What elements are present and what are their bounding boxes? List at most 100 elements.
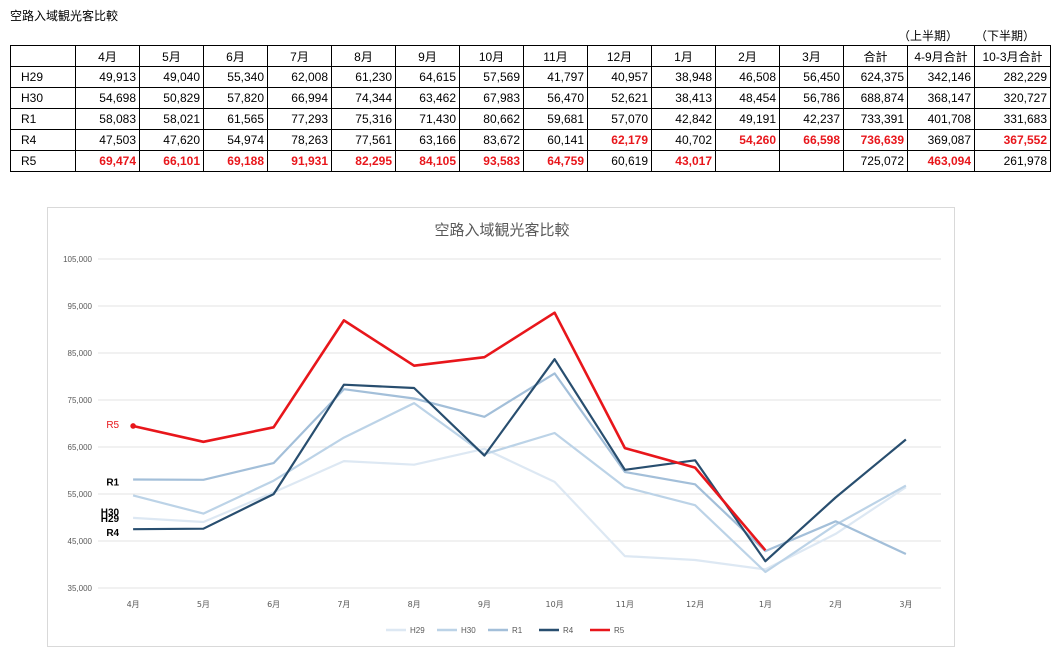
table-cell: 56,786 — [779, 87, 844, 109]
table-cell: 401,708 — [907, 108, 975, 130]
table-cell: 83,672 — [459, 129, 524, 151]
y-tick-label: 75,000 — [68, 396, 93, 405]
table-column-header: 3月 — [779, 45, 844, 67]
table-cell: 62,179 — [587, 129, 652, 151]
x-tick-label: 3月 — [899, 600, 912, 609]
y-tick-label: 65,000 — [68, 443, 93, 452]
table-cell: 52,621 — [587, 87, 652, 109]
table-cell: 54,974 — [203, 129, 268, 151]
table-cell: 688,874 — [843, 87, 908, 109]
table-cell: 66,994 — [267, 87, 332, 109]
legend-label: H30 — [461, 626, 476, 635]
chart-title: 空路入域観光客比較 — [434, 221, 569, 239]
page-title: 空路入域観光客比較 — [10, 9, 119, 23]
table-cell: 38,948 — [651, 66, 716, 88]
table-cell: 77,561 — [331, 129, 396, 151]
table-row: R5 69,474 66,101 69,188 91,931 82,295 84,105 93… — [10, 150, 1051, 172]
table-column-header: 10-3月合計 — [974, 45, 1051, 67]
x-tick-label: 5月 — [197, 600, 210, 609]
x-tick-label: 9月 — [478, 600, 491, 609]
table-cell: 64,759 — [523, 150, 588, 172]
annotation-label: R5 — [106, 420, 119, 431]
table-cell: 43,017 — [651, 150, 716, 172]
table-cell: 48,454 — [715, 87, 780, 109]
table-row: R1 58,083 58,021 61,565 77,293 75,316 71,430 80… — [10, 108, 1051, 130]
table-column-header: 10月 — [459, 45, 524, 67]
data-table: 4月 5月 6月 7月 8月 9月 10月 11月 12月 1月 2月 3月 合計 4-9月合計 10-3月… — [10, 45, 1051, 172]
x-tick-label: 11月 — [616, 600, 634, 609]
row-label: R5 — [10, 150, 76, 172]
legend-label: R5 — [614, 626, 625, 635]
table-cell: 91,931 — [267, 150, 332, 172]
legend-label: H29 — [410, 626, 425, 635]
table-cell: 63,462 — [395, 87, 460, 109]
row-label: R4 — [10, 129, 76, 151]
series-line-h30 — [132, 402, 907, 574]
table-cell: 57,070 — [587, 108, 652, 130]
table-cell: 40,957 — [587, 66, 652, 88]
x-tick-label: 6月 — [267, 600, 280, 609]
x-tick-label: 2月 — [829, 600, 842, 609]
table-cell: 54,260 — [715, 129, 780, 151]
table-cell — [779, 150, 844, 172]
table-column-header: 合計 — [843, 45, 908, 67]
table-cell: 61,565 — [203, 108, 268, 130]
x-tick-label: 4月 — [127, 600, 140, 609]
series-line-h29 — [133, 447, 907, 571]
y-tick-label: 85,000 — [68, 349, 93, 358]
table-cell: 38,413 — [651, 87, 716, 109]
y-tick-label: 95,000 — [68, 302, 93, 311]
table-cell: 66,101 — [139, 150, 204, 172]
annotation-label: R1 — [106, 478, 119, 489]
table-cell: 57,569 — [459, 66, 524, 88]
y-tick-label: 105,000 — [63, 255, 92, 264]
table-column-header: 7月 — [267, 45, 332, 67]
series-line-r5 — [132, 311, 767, 552]
table-cell: 56,450 — [779, 66, 844, 88]
table-cell: 84,105 — [395, 150, 460, 172]
table-cell — [715, 150, 780, 172]
table-column-header: 9月 — [395, 45, 460, 67]
row-label: R1 — [10, 108, 76, 130]
table-cell: 50,829 — [139, 87, 204, 109]
table-cell: 80,662 — [459, 108, 524, 130]
table-cell: 93,583 — [459, 150, 524, 172]
table-cell: 54,698 — [75, 87, 140, 109]
table-cell: 64,615 — [395, 66, 460, 88]
table-cell: 67,983 — [459, 87, 524, 109]
table-cell: 733,391 — [843, 108, 908, 130]
table-cell: 55,340 — [203, 66, 268, 88]
y-tick-label: 55,000 — [68, 490, 93, 499]
table-column-header: 8月 — [331, 45, 396, 67]
line-chart-svg: 空路入域観光客比較 35,000 45,000 55,000 65,000 75,000 8… — [63, 221, 941, 635]
table-cell: 74,344 — [331, 87, 396, 109]
table-cell: 75,316 — [331, 108, 396, 130]
table-cell: 49,913 — [75, 66, 140, 88]
table-cell: 60,141 — [523, 129, 588, 151]
x-tick-label: 1月 — [759, 600, 772, 609]
x-tick-label: 7月 — [337, 600, 350, 609]
table-cell: 58,021 — [139, 108, 204, 130]
table-cell: 78,263 — [267, 129, 332, 151]
table-cell: 47,620 — [139, 129, 204, 151]
table-cell: 46,508 — [715, 66, 780, 88]
x-tick-label: 12月 — [686, 600, 704, 609]
table-cell: 63,166 — [395, 129, 460, 151]
table-cell: 66,598 — [779, 129, 844, 151]
table-column-header: 4月 — [75, 45, 140, 67]
table-cell: 42,842 — [651, 108, 716, 130]
table-row: H30 54,698 50,829 57,820 66,994 74,344 63,462 6… — [10, 87, 1051, 109]
table-cell: 49,191 — [715, 108, 780, 130]
table-cell: 58,083 — [75, 108, 140, 130]
table-column-header: 12月 — [587, 45, 652, 67]
annotation-label: H30 — [101, 507, 120, 518]
row-label: H29 — [10, 66, 76, 88]
first-half-label: （上半期） — [897, 29, 958, 43]
annotation-label: R4 — [106, 528, 119, 539]
series-line-r4 — [133, 358, 907, 563]
y-tick-label: 35,000 — [68, 584, 93, 593]
table-cell: 40,702 — [651, 129, 716, 151]
table-column-header: 11月 — [523, 45, 588, 67]
table-cell: 331,683 — [974, 108, 1051, 130]
table-column-header: 1月 — [651, 45, 716, 67]
